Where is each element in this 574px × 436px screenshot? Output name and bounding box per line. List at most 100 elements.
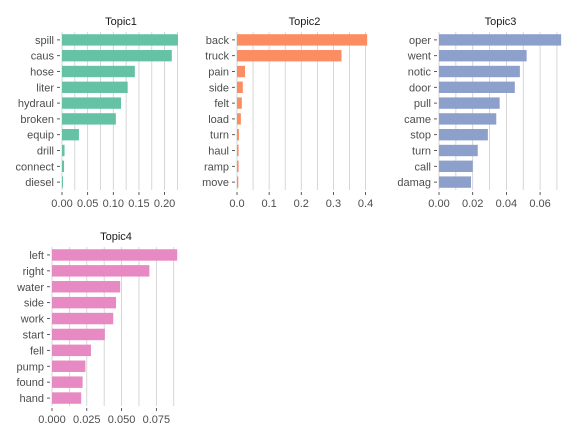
- category-label: work: [20, 314, 45, 326]
- x-tick-label: 0.20: [154, 198, 175, 210]
- bar-drill: [62, 144, 65, 157]
- x-tick-label: 0.10: [103, 198, 124, 210]
- bar-turn: [237, 129, 239, 141]
- bar-notic: [439, 65, 520, 78]
- panel-title: Topic1: [105, 16, 137, 28]
- panel-3: Topic3 oper went notic door pull came stop turn c…: [397, 16, 562, 210]
- x-tick-label: 0.1: [261, 198, 276, 210]
- category-label: oper: [409, 35, 431, 47]
- category-label: hose: [30, 67, 54, 79]
- x-tick-label: 0.075: [143, 414, 171, 426]
- x-tick-label: 0.15: [128, 198, 149, 210]
- bar-door: [439, 81, 515, 93]
- category-label: connect: [15, 161, 54, 173]
- bar-right: [52, 265, 150, 277]
- panel-title: Topic4: [100, 231, 132, 243]
- bar-work: [52, 312, 114, 325]
- bar-broken: [62, 113, 116, 125]
- category-label: start: [23, 329, 44, 341]
- bar-went: [439, 50, 527, 62]
- bar-water: [52, 281, 121, 293]
- bar-damag: [439, 176, 472, 188]
- bar-pain: [237, 65, 246, 78]
- bar-start: [52, 328, 105, 341]
- bar-stop: [439, 129, 488, 141]
- category-label: drill: [37, 146, 54, 158]
- category-label: pull: [414, 98, 431, 110]
- bar-equip: [62, 129, 79, 141]
- category-label: spill: [35, 35, 54, 47]
- x-tick-label: 0.0: [229, 198, 244, 210]
- category-label: fell: [30, 345, 44, 357]
- category-label: liter: [36, 82, 54, 94]
- x-tick-label: 0.00: [428, 198, 449, 210]
- bar-turn: [439, 144, 478, 157]
- bar-back: [237, 34, 368, 46]
- category-label: pain: [208, 67, 229, 79]
- category-label: right: [23, 266, 44, 278]
- bar-fell: [52, 344, 91, 357]
- bar-found: [52, 376, 83, 388]
- category-label: call: [414, 161, 431, 173]
- category-label: side: [24, 298, 44, 310]
- bar-hand: [52, 392, 82, 404]
- x-tick-label: 0.2: [294, 198, 309, 210]
- panel-4: Topic4 left right water side work start fell pum…: [16, 231, 178, 426]
- category-label: door: [409, 82, 431, 94]
- bar-pull: [439, 97, 500, 109]
- bar-liter: [62, 81, 128, 93]
- bar-spill: [62, 34, 178, 46]
- bar-truck: [237, 50, 342, 62]
- x-tick-label: 0.02: [462, 198, 483, 210]
- x-tick-label: 0.04: [496, 198, 517, 210]
- category-label: turn: [412, 146, 431, 158]
- bar-hydraul: [62, 97, 121, 109]
- bar-came: [439, 113, 497, 125]
- category-label: load: [208, 114, 229, 126]
- bar-move: [237, 176, 239, 188]
- bar-diesel: [62, 176, 64, 188]
- category-label: broken: [20, 114, 54, 126]
- x-tick-label: 0.06: [529, 198, 550, 210]
- category-label: turn: [210, 130, 229, 142]
- x-tick-label: 0.050: [108, 414, 136, 426]
- category-label: went: [407, 51, 431, 63]
- bar-connect: [62, 160, 65, 172]
- bar-left: [52, 249, 178, 261]
- panel-1: Topic1 spill caus hose liter hydraul broken equ…: [15, 16, 178, 210]
- bar-caus: [62, 50, 172, 62]
- category-label: truck: [205, 51, 229, 63]
- category-label: damag: [397, 177, 431, 189]
- bar-pump: [52, 360, 86, 372]
- x-tick-label: 0.05: [77, 198, 98, 210]
- bar-oper: [439, 34, 562, 46]
- category-label: left: [29, 250, 44, 262]
- bar-side: [52, 296, 116, 309]
- bar-hose: [62, 65, 135, 78]
- panel-2: Topic2 back truck pain side felt load turn haul r…: [202, 16, 373, 210]
- category-label: notic: [408, 67, 432, 79]
- x-tick-label: 0.4: [358, 198, 373, 210]
- bar-haul: [237, 144, 239, 157]
- bar-load: [237, 113, 241, 125]
- x-tick-label: 0.3: [326, 198, 341, 210]
- bar-felt: [237, 97, 242, 109]
- category-label: hydraul: [18, 98, 54, 110]
- category-label: diesel: [25, 177, 54, 189]
- bar-side: [237, 81, 243, 93]
- category-label: hand: [20, 393, 44, 405]
- category-label: stop: [410, 130, 431, 142]
- category-label: water: [16, 282, 44, 294]
- x-tick-label: 0.025: [73, 414, 101, 426]
- bar-ramp: [237, 160, 239, 172]
- category-label: side: [209, 82, 229, 94]
- panel-title: Topic2: [289, 16, 321, 28]
- category-label: came: [404, 114, 431, 126]
- category-label: felt: [214, 98, 229, 110]
- x-tick-label: 0.000: [38, 414, 66, 426]
- category-label: back: [206, 35, 230, 47]
- category-label: move: [202, 177, 229, 189]
- category-label: pump: [16, 361, 44, 373]
